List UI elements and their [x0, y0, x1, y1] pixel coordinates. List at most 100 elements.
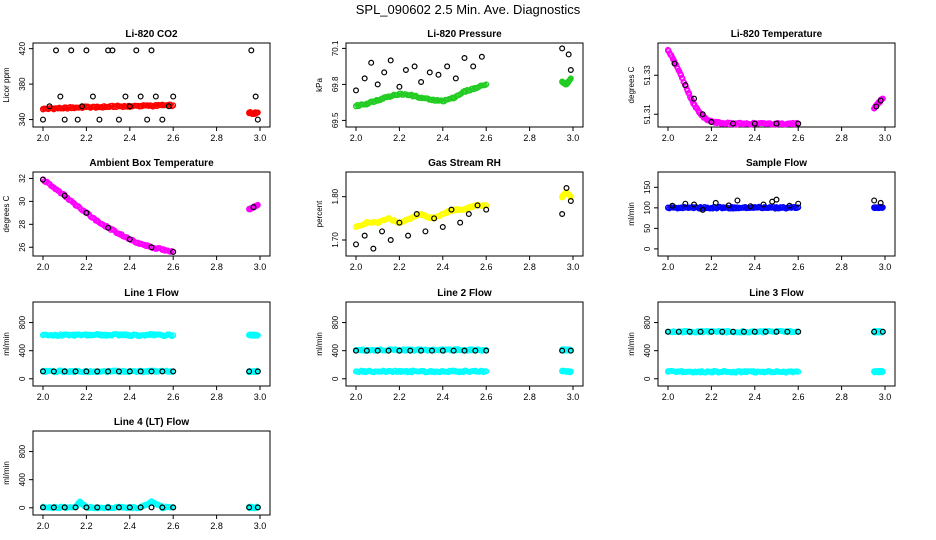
data-point [361, 232, 368, 239]
data-point [567, 66, 574, 73]
x-tick-label: 2.2 [705, 392, 718, 402]
data-point [396, 90, 403, 97]
data-point [461, 347, 468, 354]
y-axis-label: ml/min [2, 332, 11, 356]
y-tick-label: 0 [331, 376, 340, 381]
x-tick-label: 2.4 [124, 521, 137, 531]
data-point [148, 331, 155, 338]
data-point [148, 47, 155, 54]
data-point [457, 219, 464, 226]
data-point [385, 368, 392, 375]
data-point [708, 328, 715, 335]
panel-title: Li-820 Temperature [731, 29, 823, 40]
data-point [94, 217, 101, 224]
x-tick-label: 2.6 [167, 133, 180, 143]
data-point [740, 204, 747, 211]
data-point [396, 347, 403, 354]
data-point [250, 204, 257, 211]
y-tick-label: 30 [18, 196, 27, 205]
data-point [402, 66, 409, 73]
y-tick-label: 28 [18, 219, 27, 228]
data-point [697, 368, 704, 375]
chart-panel-3: Li-820 Temperature degrees C 2.0 2.2 2.4 2.6 2… [627, 29, 896, 143]
x-tick-label: 2.0 [662, 392, 675, 402]
x-tick-label: 2.4 [749, 392, 762, 402]
data-point [712, 199, 719, 206]
plot-frame [32, 171, 271, 257]
data-point [396, 219, 403, 226]
y-tick-label: 400 [18, 472, 27, 486]
data-point [699, 206, 706, 213]
data-point [374, 368, 381, 375]
plot-frame [345, 301, 584, 387]
data-point [563, 185, 570, 192]
data-point [773, 368, 780, 375]
y-axis-label: ml/min [627, 332, 636, 356]
data-point [126, 332, 133, 339]
panel-title: Ambient Box Temperature [89, 158, 214, 169]
data-point [137, 240, 144, 247]
x-tick-label: 2.0 [350, 262, 363, 272]
data-point [72, 368, 79, 375]
data-point [567, 347, 574, 354]
data-point [94, 331, 101, 338]
data-point [426, 69, 433, 76]
data-point [61, 116, 68, 123]
data-point [246, 368, 253, 375]
x-tick-label: 2.8 [835, 262, 848, 272]
data-point [439, 368, 446, 375]
x-tick-label: 3.0 [879, 262, 892, 272]
data-point [669, 202, 676, 209]
x-tick-label: 2.4 [437, 262, 450, 272]
data-point [115, 116, 122, 123]
data-point [439, 211, 446, 218]
data-point [126, 368, 133, 375]
data-point [751, 368, 758, 375]
data-point [444, 63, 451, 70]
figure-title: SPL_090602 2.5 Min. Ave. Diagnostics [355, 2, 581, 17]
data-point [483, 368, 490, 375]
data-point [559, 193, 566, 200]
data-point [94, 368, 101, 375]
y-tick-label: 26 [18, 242, 27, 251]
data-point [115, 368, 122, 375]
data-point [559, 78, 566, 85]
data-point [50, 332, 57, 339]
x-tick-label: 2.8 [210, 133, 223, 143]
x-tick-label: 2.6 [792, 262, 805, 272]
data-point [39, 116, 46, 123]
data-point [708, 119, 715, 126]
data-point [353, 102, 360, 109]
data-point [719, 368, 726, 375]
x-tick-label: 2.4 [437, 133, 450, 143]
data-point [407, 215, 414, 222]
data-point [379, 228, 386, 235]
data-point [428, 347, 435, 354]
y-tick-label: 50 [643, 223, 652, 232]
data-point [664, 46, 671, 53]
data-point [879, 368, 886, 375]
data-point [762, 368, 769, 375]
x-tick-label: 2.6 [480, 133, 493, 143]
y-tick-label: 51.33 [643, 65, 652, 86]
data-point [159, 332, 166, 339]
y-tick-label: 800 [643, 315, 652, 329]
y-tick-label: 0 [18, 505, 27, 510]
data-point [39, 105, 46, 112]
data-point [405, 232, 412, 239]
data-point [795, 120, 802, 127]
data-point [50, 504, 57, 511]
data-point [148, 368, 155, 375]
data-point [246, 206, 253, 213]
y-tick-label: 800 [331, 315, 340, 329]
data-point [428, 215, 435, 222]
data-point [374, 96, 381, 103]
data-point [452, 75, 459, 82]
data-point [74, 116, 81, 123]
data-point [168, 247, 175, 254]
data-point [254, 332, 261, 339]
y-axis-label: kPa [315, 78, 324, 92]
x-tick-label: 2.0 [37, 521, 50, 531]
data-point [50, 368, 57, 375]
data-point [684, 87, 691, 94]
